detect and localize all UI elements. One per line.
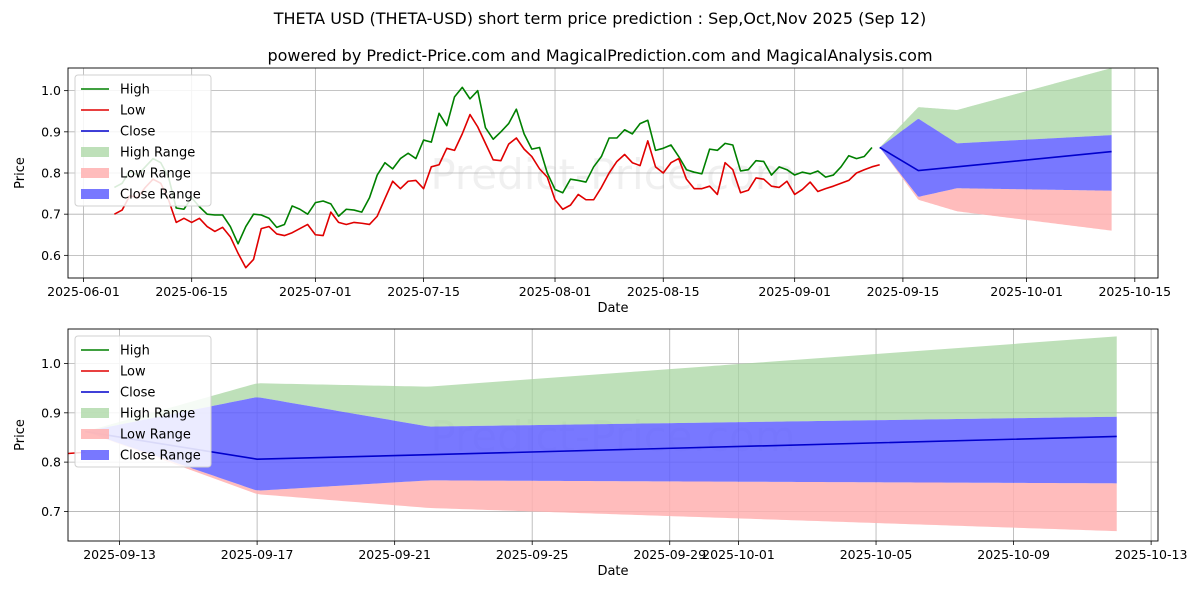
legend-swatch-low-range <box>81 168 109 178</box>
x-tick-label: 2025-10-05 <box>840 547 913 562</box>
x-tick-label: 2025-07-01 <box>279 284 352 299</box>
x-tick-label: 2025-09-15 <box>867 284 940 299</box>
x-tick-label: 2025-08-15 <box>627 284 700 299</box>
plot-area <box>114 68 1112 269</box>
x-tick-label: 2025-10-01 <box>702 547 775 562</box>
y-tick-label: 0.7 <box>41 504 61 519</box>
legend-label-high: High <box>120 344 150 359</box>
x-tick-label: 2025-09-29 <box>633 547 706 562</box>
axes-frame <box>67 67 1159 279</box>
legend-label-close-range: Close Range <box>120 188 201 203</box>
legend-label-high-range: High Range <box>120 146 195 161</box>
close-range-band <box>879 118 1112 197</box>
legend-swatch-close-range <box>81 189 109 199</box>
y-tick-label: 0.7 <box>41 207 61 222</box>
y-tick-label: 0.9 <box>41 405 61 420</box>
legend: High Low Close High Range Low Range Close Ran… <box>74 335 212 468</box>
legend-label-close: Close <box>120 125 155 140</box>
low-range-band <box>85 431 1117 532</box>
legend-swatch-close-range <box>81 450 109 460</box>
plot-area <box>68 336 1117 532</box>
legend: High Low Close High Range Low Range Close Ran… <box>74 74 212 207</box>
lower-chart: Predict-Price.com2025-09-132025-09-17202… <box>13 328 1188 579</box>
y-tick-label: 0.6 <box>41 248 61 263</box>
legend-label-close-range: Close Range <box>120 449 201 464</box>
legend-label-low: Low <box>120 104 146 119</box>
x-tick-label: 2025-09-21 <box>358 547 431 562</box>
x-tick-label: 2025-10-09 <box>977 547 1050 562</box>
x-axis-label: Date <box>597 301 628 316</box>
x-tick-label: 2025-07-15 <box>387 284 460 299</box>
legend-label-close: Close <box>120 386 155 401</box>
x-tick-label: 2025-08-01 <box>519 284 592 299</box>
x-tick-label: 2025-06-15 <box>155 284 228 299</box>
x-tick-label: 2025-09-01 <box>758 284 831 299</box>
legend-swatch-low-range <box>81 429 109 439</box>
y-tick-label: 0.8 <box>41 166 61 181</box>
x-tick-label: 2025-10-15 <box>1098 284 1171 299</box>
low-range-band <box>879 147 1112 231</box>
legend-label-low-range: Low Range <box>120 167 191 182</box>
high-range-band <box>85 336 1117 432</box>
y-tick-label: 0.9 <box>41 124 61 139</box>
legend-label-high: High <box>120 83 150 98</box>
legend-label-high-range: High Range <box>120 407 195 422</box>
x-tick-label: 2025-10-13 <box>1115 547 1188 562</box>
y-tick-label: 0.8 <box>41 455 61 470</box>
low-series-line <box>114 113 880 269</box>
high-range-band <box>879 68 1112 148</box>
legend-swatch-high-range <box>81 147 109 157</box>
chart-subtitle: powered by Predict-Price.com and Magical… <box>267 46 933 65</box>
legend-label-low-range: Low Range <box>120 428 191 443</box>
x-axis-label: Date <box>597 564 628 579</box>
chart-title: THETA USD (THETA-USD) short term price p… <box>273 9 927 28</box>
y-axis-label: Price <box>13 157 28 189</box>
close-range-band <box>85 397 1117 491</box>
legend-swatch-high-range <box>81 408 109 418</box>
legend-label-low: Low <box>120 365 146 380</box>
x-tick-label: 2025-06-01 <box>47 284 120 299</box>
axes-frame <box>67 328 1159 542</box>
x-tick-label: 2025-09-25 <box>496 547 569 562</box>
y-tick-label: 1.0 <box>41 356 61 371</box>
y-axis-label: Price <box>13 419 28 451</box>
x-tick-label: 2025-09-17 <box>221 547 294 562</box>
x-tick-label: 2025-09-13 <box>83 547 156 562</box>
high-series-line <box>114 86 873 245</box>
x-tick-label: 2025-10-01 <box>990 284 1063 299</box>
close-series-line <box>879 146 1112 172</box>
y-tick-label: 1.0 <box>41 83 61 98</box>
